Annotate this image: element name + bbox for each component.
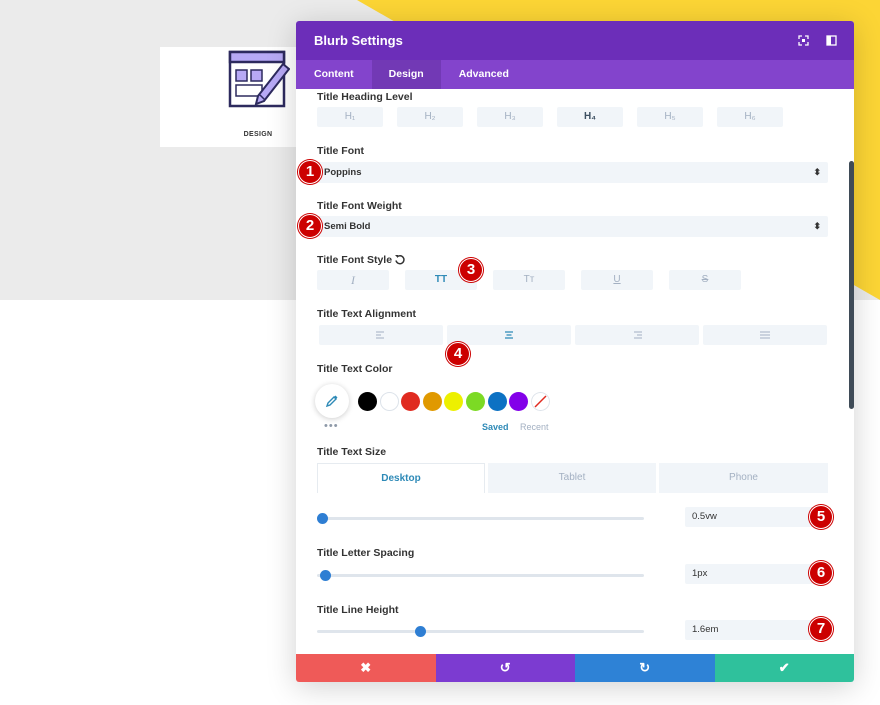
- align-left-icon: [376, 331, 384, 339]
- sidebar-toggle-icon[interactable]: [826, 35, 837, 46]
- letter-spacing-slider-thumb[interactable]: [320, 570, 332, 581]
- letter-spacing-slider-track[interactable]: [317, 574, 644, 577]
- blurb-preview[interactable]: DESIGN: [160, 47, 300, 147]
- title-font-select[interactable]: Poppins ⬍: [317, 162, 828, 183]
- modal-tabs: Content Design Advanced: [296, 60, 854, 89]
- title-font-weight-value: Semi Bold: [324, 221, 371, 232]
- heading-h2-button[interactable]: H₂: [397, 107, 463, 127]
- style-capitalize-button[interactable]: Tт: [493, 270, 565, 290]
- title-font-label: Title Font: [317, 145, 365, 157]
- select-arrows-icon: ⬍: [813, 221, 821, 231]
- title-font-value: Poppins: [324, 167, 362, 178]
- undo-button[interactable]: ↺: [435, 654, 575, 682]
- heading-h1-button[interactable]: H₁: [317, 107, 383, 127]
- title-letter-spacing-label: Title Letter Spacing: [317, 547, 415, 559]
- swatch-black[interactable]: [358, 392, 377, 411]
- modal-title: Blurb Settings: [314, 33, 403, 48]
- title-text-color-label: Title Text Color: [317, 363, 393, 375]
- swatch-red[interactable]: [401, 392, 420, 411]
- heading-level-label: Title Heading Level: [317, 91, 413, 103]
- step-badge-4: 4: [446, 342, 470, 366]
- recent-colors-tab[interactable]: Recent: [520, 422, 549, 432]
- line-height-slider-track[interactable]: [317, 630, 644, 633]
- device-tab-tablet[interactable]: Tablet: [488, 463, 656, 493]
- color-picker-button[interactable]: [315, 384, 349, 418]
- reset-icon[interactable]: [394, 254, 405, 265]
- redo-button[interactable]: ↻: [575, 654, 715, 682]
- more-colors-icon[interactable]: •••: [324, 420, 339, 432]
- text-size-slider-track[interactable]: [317, 517, 644, 520]
- style-underline-button[interactable]: U: [581, 270, 653, 290]
- design-icon: [228, 50, 290, 108]
- eyedropper-icon: [325, 395, 338, 408]
- blurb-title: DESIGN: [243, 131, 273, 138]
- device-tab-desktop[interactable]: Desktop: [317, 463, 485, 493]
- device-tab-phone[interactable]: Phone: [659, 463, 828, 493]
- settings-panel: Title Heading Level H₁ H₂ H₃ H₄ H₅ H₆ Ti…: [296, 89, 854, 654]
- cancel-button[interactable]: ✖: [296, 654, 436, 682]
- line-height-input[interactable]: 1.6em: [685, 620, 828, 640]
- swatch-white[interactable]: [380, 392, 399, 411]
- align-right-button[interactable]: [575, 325, 699, 345]
- align-justify-button[interactable]: [703, 325, 827, 345]
- settings-scrollbar[interactable]: [849, 161, 854, 409]
- tab-content[interactable]: Content: [314, 68, 354, 80]
- align-left-button[interactable]: [319, 325, 443, 345]
- select-arrows-icon: ⬍: [813, 167, 821, 177]
- text-size-slider-thumb[interactable]: [317, 513, 328, 524]
- style-uppercase-button[interactable]: TT: [405, 270, 477, 290]
- modal-footer: ✖ ↺ ↻ ✔: [296, 654, 854, 682]
- align-right-icon: [634, 331, 642, 339]
- line-height-slider-thumb[interactable]: [414, 626, 426, 637]
- save-button[interactable]: ✔: [714, 654, 854, 682]
- tab-design[interactable]: Design: [371, 60, 441, 89]
- title-text-size-label: Title Text Size: [317, 446, 387, 458]
- title-line-height-label: Title Line Height: [317, 604, 399, 616]
- align-center-icon: [505, 331, 513, 339]
- style-strikethrough-button[interactable]: S: [669, 270, 741, 290]
- blurb-settings-modal: Blurb Settings Content Design Advanced T…: [296, 21, 854, 682]
- swatch-green[interactable]: [466, 392, 485, 411]
- heading-h3-button[interactable]: H₃: [477, 107, 543, 127]
- heading-h4-button[interactable]: H₄: [557, 107, 623, 127]
- step-badge-2: 2: [298, 214, 322, 238]
- align-justify-icon: [760, 331, 770, 339]
- step-badge-3: 3: [459, 258, 483, 282]
- swatch-blue[interactable]: [488, 392, 507, 411]
- saved-colors-tab[interactable]: Saved: [482, 422, 509, 432]
- swatch-orange[interactable]: [423, 392, 442, 411]
- title-font-weight-select[interactable]: Semi Bold ⬍: [317, 216, 828, 237]
- title-font-weight-label: Title Font Weight: [317, 200, 402, 212]
- title-alignment-label: Title Text Alignment: [317, 308, 416, 320]
- swatch-purple[interactable]: [509, 392, 528, 411]
- step-badge-7: 7: [809, 617, 833, 641]
- step-badge-1: 1: [298, 160, 322, 184]
- tab-advanced[interactable]: Advanced: [458, 68, 509, 80]
- fullscreen-icon[interactable]: [798, 35, 809, 46]
- heading-h5-button[interactable]: H₅: [637, 107, 703, 127]
- swatch-transparent[interactable]: [531, 392, 550, 411]
- heading-h6-button[interactable]: H₆: [717, 107, 783, 127]
- style-italic-button[interactable]: I: [317, 270, 389, 290]
- step-badge-6: 6: [809, 561, 833, 585]
- text-size-input[interactable]: 0.5vw: [685, 507, 828, 527]
- step-badge-5: 5: [809, 505, 833, 529]
- align-center-button[interactable]: [447, 325, 571, 345]
- swatch-yellow[interactable]: [444, 392, 463, 411]
- title-font-style-label: Title Font Style: [317, 254, 393, 266]
- letter-spacing-input[interactable]: 1px: [685, 564, 828, 584]
- modal-header: Blurb Settings: [296, 21, 854, 60]
